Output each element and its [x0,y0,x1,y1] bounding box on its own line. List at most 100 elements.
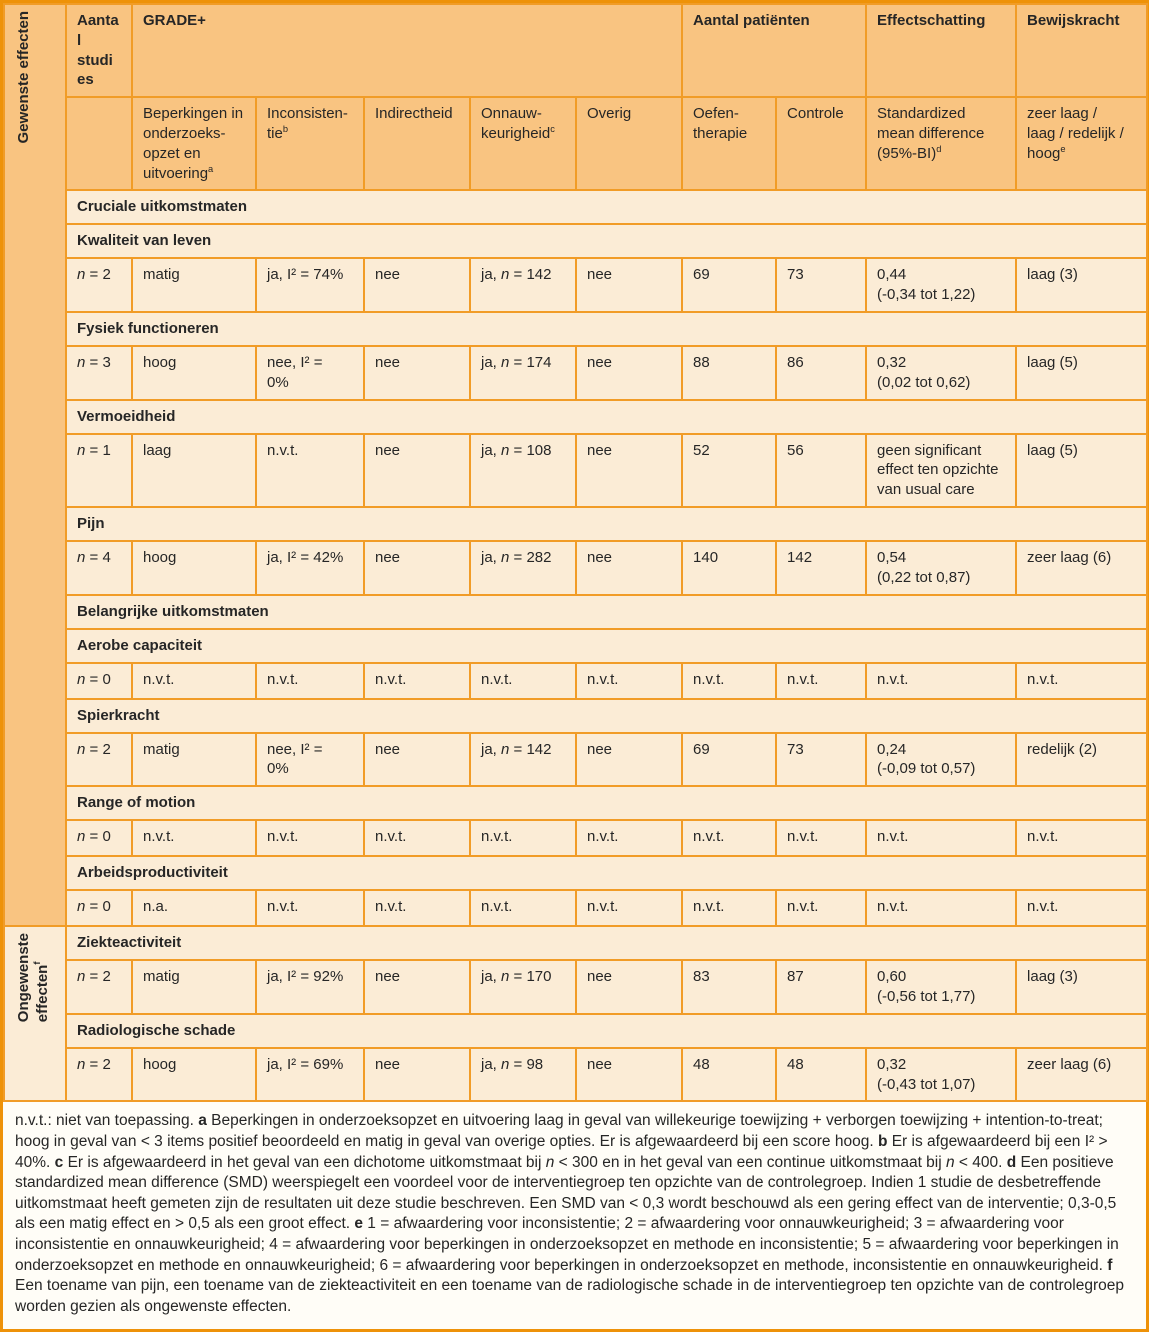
col-subheader-indirectheid: Indirectheid [363,96,471,192]
cell-beperkingen: n.a. [131,889,257,928]
table-body: Gewenste effecten Aantal studies GRADE+ … [3,2,1149,1103]
cell-bewijskracht: redelijk (2) [1015,731,1149,788]
outcome-name-row: Vermoeidheid [4,398,1149,435]
outcome-name-row: Range of motion [4,785,1149,822]
cell-beperkingen: matig [131,257,257,313]
outcome-name-row: Pijn [4,505,1149,542]
outcome-name-cell: Range of motion [64,785,1149,822]
outcome-data-row: n = 2 matig ja, I² = 74% nee ja, n = 142 nee 6… [4,257,1149,313]
outcome-name-row: Fysiek functioneren [4,310,1149,347]
cell-aantal-studies: n = 4 [65,539,133,596]
outcome-name-cell: Aerobe capaciteit [64,627,1149,664]
cell-inconsistentie: ja, I² = 42% [255,539,365,596]
cell-indirectheid: nee [363,959,471,1015]
evidence-table: Gewenste effecten Aantal studies GRADE+ … [3,2,1149,1103]
outcome-name-cell: Radiologische schade [64,1012,1149,1049]
cell-oefentherapie: 83 [681,959,778,1015]
col-subheader-beperkingen: Beperkingen in onderzoeks-opzet en uitvoer… [131,96,257,192]
cell-beperkingen: n.v.t. [131,661,257,700]
cell-indirectheid: nee [363,539,471,596]
cell-oefentherapie: n.v.t. [681,661,778,700]
cell-smd: 0,32 (-0,43 tot 1,07) [865,1046,1018,1103]
cell-controle: n.v.t. [775,661,868,700]
cell-beperkingen: matig [131,731,257,788]
cell-overig: n.v.t. [574,889,684,928]
cell-onnauwkeurigheid: ja, n = 170 [469,959,577,1015]
cell-aantal-studies: n = 2 [65,1046,133,1103]
cell-controle: 142 [775,539,868,596]
cell-onnauwkeurigheid: ja, n = 174 [469,344,577,401]
cell-inconsistentie: nee, I² = 0% [255,344,365,401]
cell-bewijskracht: n.v.t. [1015,819,1149,858]
cell-onnauwkeurigheid: ja, n = 142 [469,731,577,788]
col-header-aantal-patienten: Aantal patiënten [681,2,868,99]
cell-oefentherapie: 48 [681,1046,778,1103]
cell-inconsistentie: n.v.t. [255,432,365,508]
cell-indirectheid: nee [363,1046,471,1103]
cell-controle: n.v.t. [775,819,868,858]
cell-smd: n.v.t. [865,889,1018,928]
row-group-label-text: Ongewenste effectenf [15,933,51,1023]
outcome-name-row: Kwaliteit van leven [4,223,1149,260]
cell-onnauwkeurigheid: ja, n = 108 [469,432,577,508]
cell-oefentherapie: 88 [681,344,778,401]
cell-indirectheid: n.v.t. [363,661,471,700]
cell-smd: 0,60 (-0,56 tot 1,77) [865,959,1018,1015]
cell-overig: n.v.t. [574,819,684,858]
col-header-aantal-studies: Aantal studies [65,2,133,99]
cell-onnauwkeurigheid: n.v.t. [469,661,577,700]
cell-overig: nee [574,539,684,596]
cell-oefentherapie: 69 [681,257,778,313]
col-header-effectschatting: Effectschatting [865,2,1018,99]
cell-controle: 87 [775,959,868,1015]
cell-bewijskracht: laag (3) [1015,959,1149,1015]
section-header-row: Cruciale uitkomstmaten [4,189,1149,226]
outcome-name-row: Aerobe capaciteit [4,627,1149,664]
cell-beperkingen: hoog [131,344,257,401]
cell-smd: 0,32 (0,02 tot 0,62) [865,344,1018,401]
cell-bewijskracht: laag (5) [1015,344,1149,401]
col-subheader-bewijskracht-schaal: zeer laag / laag / redelijk / hooge [1015,96,1149,192]
cell-indirectheid: nee [363,257,471,313]
cell-beperkingen: matig [131,959,257,1015]
cell-controle: 73 [775,257,868,313]
cell-oefentherapie: n.v.t. [681,819,778,858]
cell-onnauwkeurigheid: n.v.t. [469,819,577,858]
cell-bewijskracht: zeer laag (6) [1015,1046,1149,1103]
cell-onnauwkeurigheid: ja, n = 98 [469,1046,577,1103]
cell-inconsistentie: ja, I² = 92% [255,959,365,1015]
cell-inconsistentie: nee, I² = 0% [255,731,365,788]
cell-beperkingen: hoog [131,539,257,596]
cell-smd: geen significant effect ten opzichte van… [865,432,1018,508]
outcome-name-row: Radiologische schade [4,1012,1149,1049]
cell-overig: nee [574,432,684,508]
cell-aantal-studies: n = 0 [65,661,133,700]
cell-onnauwkeurigheid: ja, n = 282 [469,539,577,596]
outcome-name-cell: Spierkracht [64,697,1149,734]
cell-aantal-studies: n = 2 [65,959,133,1015]
outcome-name-cell: Pijn [64,505,1149,542]
col-header-bewijskracht: Bewijskracht [1015,2,1149,99]
outcome-name-row: Spierkracht [4,697,1149,734]
cell-overig: nee [574,257,684,313]
section-header-cell: Belangrijke uitkomstmaten [64,593,1149,630]
row-group-label-text: Gewenste effecten [15,11,32,144]
outcome-data-row: n = 1 laag n.v.t. nee ja, n = 108 nee 52 56 geen… [4,432,1149,508]
cell-aantal-studies: n = 0 [65,819,133,858]
cell-aantal-studies: n = 1 [65,432,133,508]
outcome-name-cell: Vermoeidheid [64,398,1149,435]
cell-oefentherapie: n.v.t. [681,889,778,928]
outcome-data-row: n = 0 n.a. n.v.t. n.v.t. n.v.t. n.v.t. n.v.t. n… [4,889,1149,928]
cell-inconsistentie: n.v.t. [255,661,365,700]
cell-smd: 0,54 (0,22 tot 0,87) [865,539,1018,596]
cell-inconsistentie: ja, I² = 74% [255,257,365,313]
outcome-data-row: n = 2 hoog ja, I² = 69% nee ja, n = 98 nee 48 4… [4,1046,1149,1103]
outcome-data-row: n = 3 hoog nee, I² = 0% nee ja, n = 174 nee 88 8… [4,344,1149,401]
cell-overig: nee [574,959,684,1015]
cell-controle: 86 [775,344,868,401]
cell-controle: 48 [775,1046,868,1103]
cell-controle: 73 [775,731,868,788]
cell-aantal-studies: n = 2 [65,257,133,313]
cell-onnauwkeurigheid: n.v.t. [469,889,577,928]
